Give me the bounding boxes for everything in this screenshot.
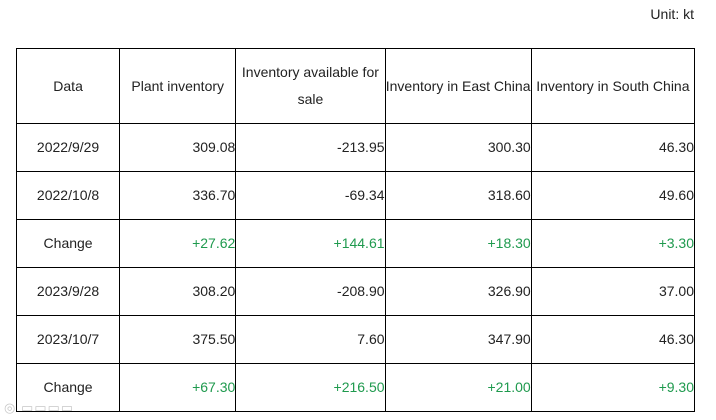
plant-inventory-change-cell: +27.62 xyxy=(119,219,237,268)
table-row: 2023/10/7 375.50 7.60 347.90 46.30 xyxy=(15,315,696,364)
watermark-logo: ◎ ▭▭▭▭ xyxy=(4,400,75,415)
table-row: 2023/9/28 308.20 -208.90 326.90 37.00 xyxy=(15,267,696,316)
header-data: Data xyxy=(15,48,121,124)
row-label: Change xyxy=(15,219,121,268)
available-for-sale-cell: -208.90 xyxy=(235,267,386,316)
east-china-change-cell: +18.30 xyxy=(384,219,532,268)
table-row-change: Change +67.30 +216.50 +21.00 +9.30 xyxy=(15,363,696,412)
table-row: 2022/10/8 336.70 -69.34 318.60 49.60 xyxy=(15,171,696,220)
plant-inventory-cell: 336.70 xyxy=(119,171,237,220)
east-china-cell: 318.60 xyxy=(384,171,532,220)
table-row-change: Change +27.62 +144.61 +18.30 +3.30 xyxy=(15,219,696,268)
header-inventory-south-china: Inventory in South China xyxy=(530,48,696,124)
south-china-cell: 46.30 xyxy=(530,123,696,172)
south-china-cell: 46.30 xyxy=(530,315,696,364)
row-label: Change xyxy=(15,363,121,412)
table-row: 2022/9/29 309.08 -213.95 300.30 46.30 xyxy=(15,123,696,172)
inventory-table: Data Plant inventory Inventory available… xyxy=(15,48,696,412)
plant-inventory-change-cell: +67.30 xyxy=(119,363,237,412)
east-china-cell: 347.90 xyxy=(384,315,532,364)
south-china-change-cell: +3.30 xyxy=(530,219,696,268)
plant-inventory-cell: 309.08 xyxy=(119,123,237,172)
available-for-sale-change-cell: +144.61 xyxy=(235,219,386,268)
row-label: 2022/10/8 xyxy=(15,171,121,220)
table-header-row: Data Plant inventory Inventory available… xyxy=(15,48,696,124)
south-china-cell: 37.00 xyxy=(530,267,696,316)
row-label: 2023/10/7 xyxy=(15,315,121,364)
header-inventory-east-china: Inventory in East China xyxy=(384,48,532,124)
row-label: 2023/9/28 xyxy=(15,267,121,316)
east-china-cell: 300.30 xyxy=(384,123,532,172)
row-label: 2022/9/29 xyxy=(15,123,121,172)
east-china-cell: 326.90 xyxy=(384,267,532,316)
south-china-change-cell: +9.30 xyxy=(530,363,696,412)
plant-inventory-cell: 375.50 xyxy=(119,315,237,364)
header-inventory-available-for-sale: Inventory available for sale xyxy=(235,48,386,124)
available-for-sale-cell: -213.95 xyxy=(235,123,386,172)
east-china-change-cell: +21.00 xyxy=(384,363,532,412)
plant-inventory-cell: 308.20 xyxy=(119,267,237,316)
south-china-cell: 49.60 xyxy=(530,171,696,220)
available-for-sale-cell: -69.34 xyxy=(235,171,386,220)
available-for-sale-cell: 7.60 xyxy=(235,315,386,364)
header-plant-inventory: Plant inventory xyxy=(119,48,237,124)
available-for-sale-change-cell: +216.50 xyxy=(235,363,386,412)
unit-label: Unit: kt xyxy=(650,6,694,22)
